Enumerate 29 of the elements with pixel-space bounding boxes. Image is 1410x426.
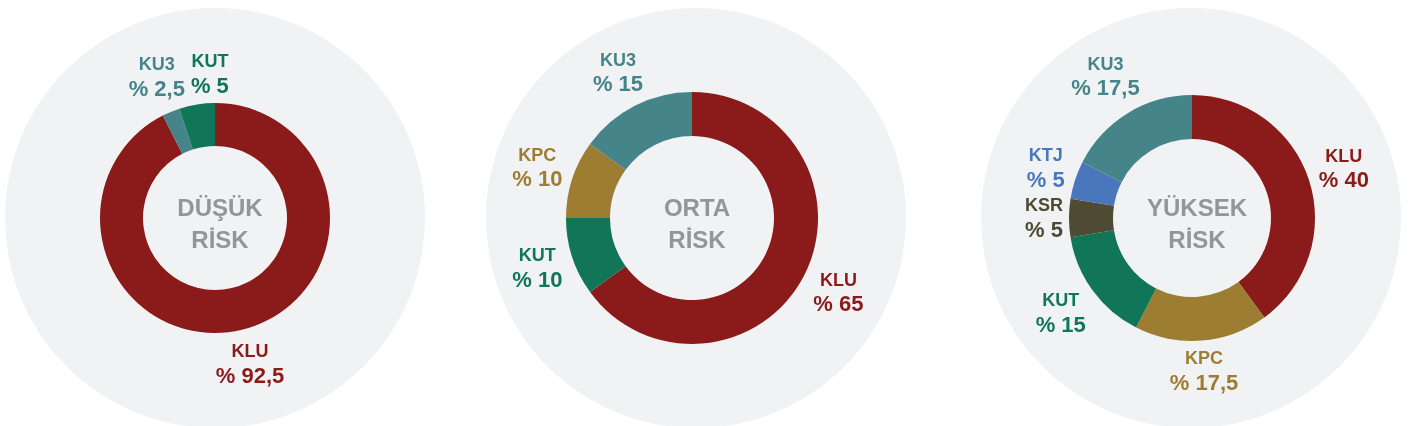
- slice-label: KLU: [1325, 145, 1363, 166]
- slice-label: KPC: [518, 144, 557, 165]
- text: DÜŞÜK RİSK: [177, 193, 264, 253]
- slice-label: KU3: [600, 49, 637, 70]
- slice-label: KTJ: [1028, 145, 1063, 165]
- data-label: % 17,5: [1071, 75, 1140, 101]
- slice-label: KU3: [138, 54, 175, 75]
- slice-label: KLU: [231, 341, 269, 362]
- slice-label: KSR: [1024, 195, 1064, 215]
- data-label: % 10: [512, 266, 563, 292]
- slice-label: KUT: [518, 245, 556, 266]
- data-label: % 5: [1025, 216, 1063, 242]
- data-label: % 5: [190, 72, 229, 98]
- data-label: % 2,5: [128, 75, 185, 101]
- data-label: % 5: [1026, 166, 1065, 192]
- data-label: % 65: [813, 291, 864, 317]
- slice-label: KU3: [1087, 53, 1124, 74]
- slice-label: KLU: [819, 269, 857, 290]
- data-label: % 10: [512, 166, 563, 192]
- data-label: % 40: [1318, 167, 1369, 193]
- data-label: % 17,5: [1169, 369, 1239, 395]
- text: ORTA RİSK: [663, 193, 731, 253]
- data-label: % 15: [1035, 311, 1086, 337]
- slice-label: KUT: [191, 51, 229, 72]
- data-label: % 15: [592, 71, 644, 97]
- data-label: % 92,5: [215, 362, 285, 388]
- slice-label: KUT: [1042, 290, 1080, 311]
- slice-label: KPC: [1185, 348, 1224, 369]
- text: YÜKSEK RİSK: [1146, 193, 1248, 253]
